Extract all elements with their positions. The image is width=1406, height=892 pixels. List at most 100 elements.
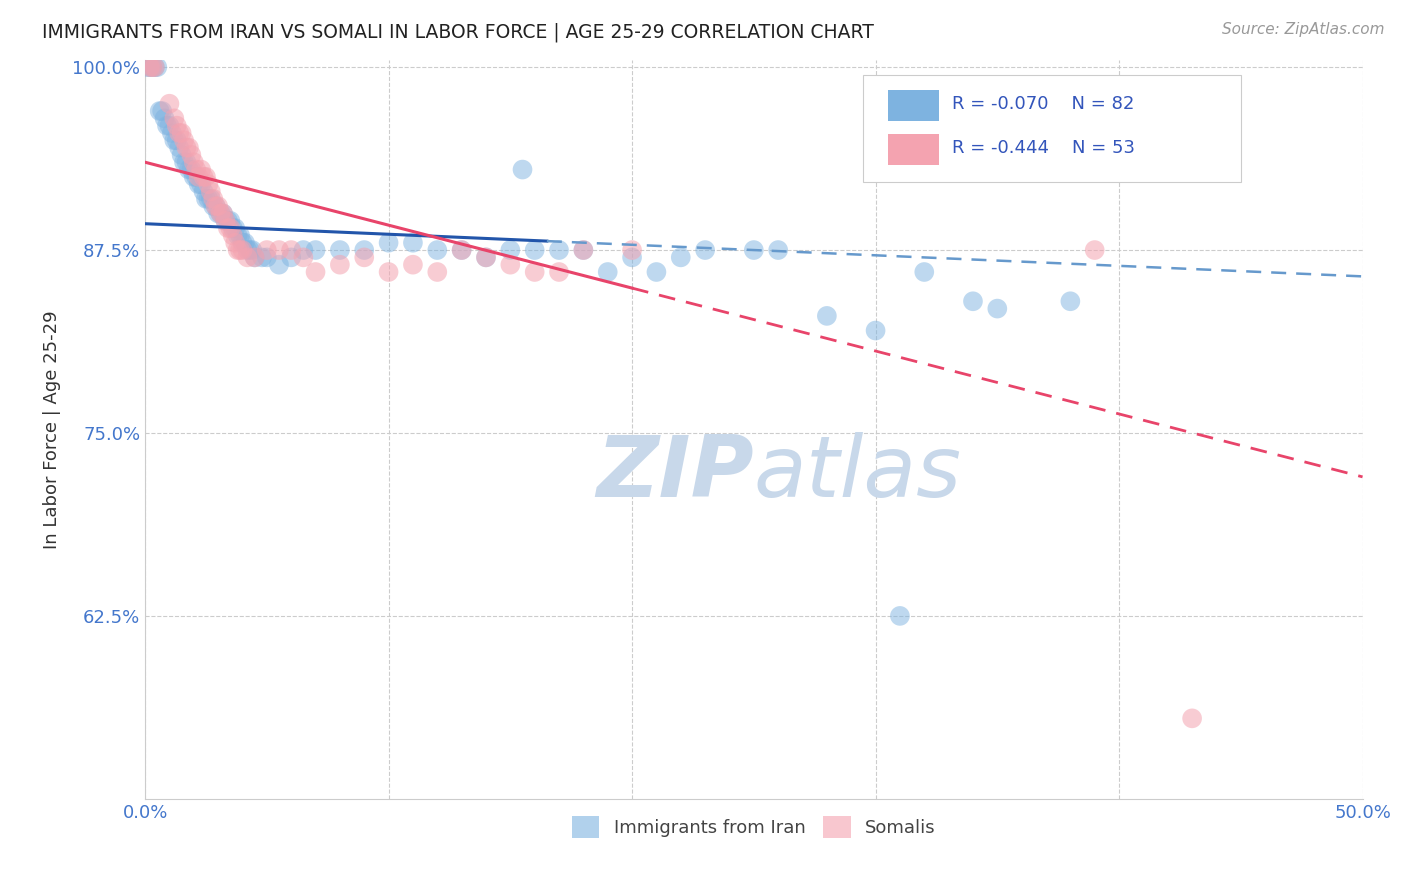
Point [229,243,252,257]
Point [377,265,399,279]
Point [742,243,765,257]
Point [426,265,449,279]
Point [815,309,838,323]
Point [912,265,935,279]
Point [402,258,425,272]
Point [214,214,236,228]
Text: ZIP: ZIP [596,432,754,516]
Point [695,243,717,257]
Point [197,177,219,191]
Point [139,60,162,74]
Point [596,265,619,279]
Text: IMMIGRANTS FROM IRAN VS SOMALI IN LABOR FORCE | AGE 25-29 CORRELATION CHART: IMMIGRANTS FROM IRAN VS SOMALI IN LABOR … [42,22,875,42]
Text: atlas: atlas [754,432,962,516]
Point [865,324,887,338]
Point [160,126,183,140]
Point [292,243,315,257]
Point [239,243,262,257]
Point [766,243,789,257]
Point [250,251,273,265]
Point [353,251,375,265]
Point [166,119,188,133]
Text: R = -0.070    N = 82: R = -0.070 N = 82 [952,95,1135,113]
Point [212,206,235,220]
Point [450,243,472,257]
Point [329,243,352,257]
Point [167,126,190,140]
Point [156,119,179,133]
Y-axis label: In Labor Force | Age 25-29: In Labor Force | Age 25-29 [44,310,60,549]
Point [243,251,266,265]
Point [177,140,200,154]
Point [219,221,242,235]
Point [197,192,219,206]
Point [150,103,173,118]
Point [377,235,399,250]
Point [207,199,229,213]
Point [143,60,166,74]
Point [187,169,209,184]
Point [202,199,225,213]
Point [304,243,326,257]
Point [186,162,208,177]
FancyBboxPatch shape [863,75,1241,182]
Point [256,243,278,257]
Point [267,258,290,272]
Point [212,206,235,220]
Point [204,199,226,213]
Point [475,251,498,265]
Point [231,235,253,250]
Point [243,251,266,265]
Point [499,258,522,272]
Point [224,235,246,250]
Point [176,140,198,154]
Point [236,251,259,265]
Point [136,60,159,74]
Point [222,221,245,235]
Point [523,243,546,257]
Point [193,185,215,199]
Point [190,177,212,191]
Point [187,177,209,191]
Point [280,243,302,257]
Point [214,214,236,228]
Point [194,169,217,184]
Point [141,60,163,74]
Point [143,60,166,74]
Point [190,162,212,177]
Point [183,169,205,184]
Point [402,235,425,250]
Point [450,243,472,257]
Point [512,162,534,177]
Point [621,243,644,257]
Point [224,221,246,235]
Point [177,162,200,177]
Point [548,243,571,257]
Point [207,206,229,220]
FancyBboxPatch shape [887,90,939,121]
Point [141,60,163,74]
Point [173,155,195,169]
Point [231,243,253,257]
Point [280,251,302,265]
Point [962,294,984,309]
Point [180,162,202,177]
Point [139,60,162,74]
Point [236,243,259,257]
Point [209,206,232,220]
Point [986,301,1008,316]
Point [548,265,571,279]
Point [209,206,232,220]
FancyBboxPatch shape [887,135,939,166]
Point [226,228,249,243]
Point [219,214,242,228]
Point [163,112,186,126]
Point [176,155,198,169]
Point [499,243,522,257]
Point [475,251,498,265]
Point [183,155,205,169]
Point [153,112,176,126]
Point [217,214,239,228]
Point [217,221,239,235]
Point [202,192,225,206]
